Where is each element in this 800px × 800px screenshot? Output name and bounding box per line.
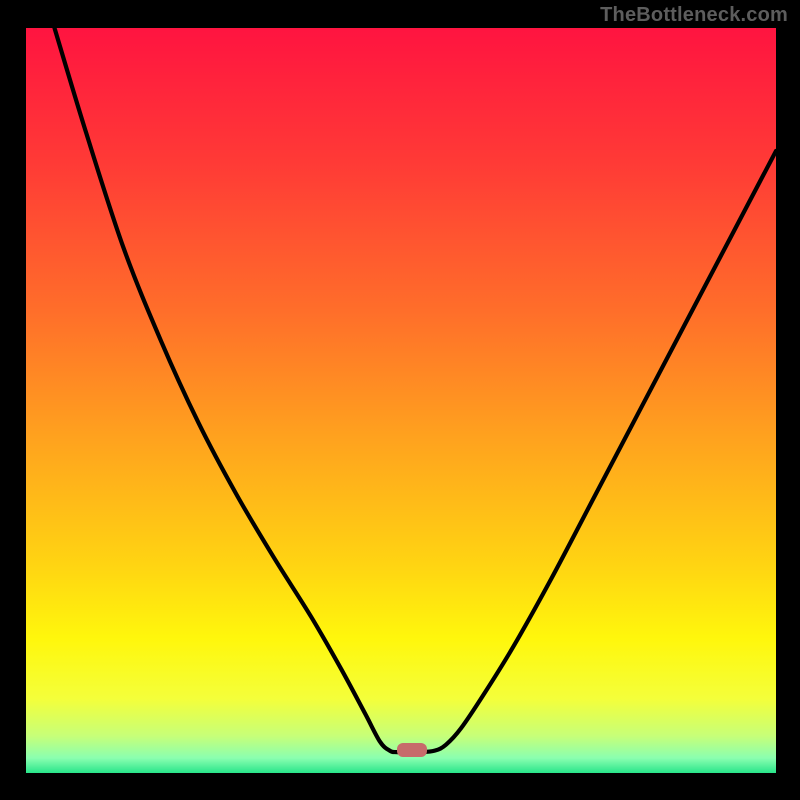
watermark-text: TheBottleneck.com — [600, 4, 788, 27]
chart-frame: TheBottleneck.com — [0, 0, 800, 800]
curve-path — [55, 28, 777, 752]
optimum-marker — [397, 743, 427, 757]
plot-area — [26, 28, 776, 773]
bottleneck-curve — [26, 28, 776, 773]
